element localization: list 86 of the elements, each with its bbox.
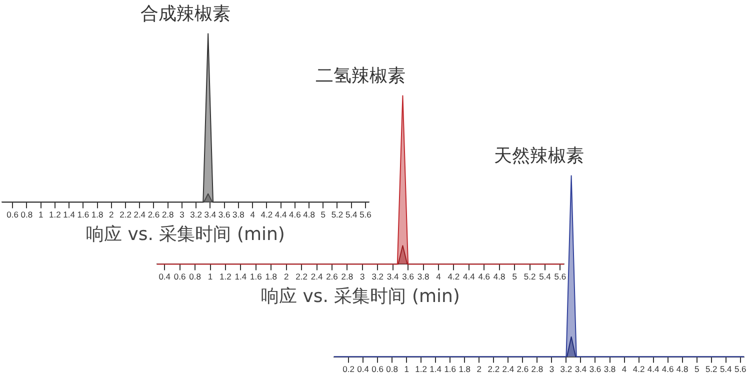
x-tick-label: 2.8: [531, 364, 544, 374]
x-tick-label: 1.4: [430, 364, 442, 374]
x-tick-label: 3: [180, 210, 185, 220]
chart-title: 二氢辣椒素: [316, 65, 406, 86]
chart-title: 合成辣椒素: [140, 3, 230, 24]
x-tick-label: 4.4: [462, 272, 476, 282]
x-tick-label: 0.4: [158, 272, 171, 282]
x-tick-label: 3.8: [604, 364, 616, 374]
x-tick-label: 1.4: [234, 272, 247, 282]
x-tick-label: 1.8: [91, 210, 104, 220]
x-tick-label: 2: [476, 364, 482, 374]
x-tick-label: 2: [109, 210, 114, 220]
x-tick-label: 0.2: [342, 364, 355, 374]
x-tick-label: 1.6: [250, 272, 262, 282]
x-tick-label: 1.2: [220, 272, 232, 282]
x-tick-label: 3: [549, 364, 554, 374]
x-tick-label: 0.6: [6, 210, 19, 220]
x-tick-label: 4.6: [662, 364, 674, 374]
x-tick-label: 5.2: [705, 364, 718, 374]
x-tick-label: 2.4: [310, 272, 323, 282]
x-tick-label: 5.6: [554, 272, 566, 282]
x-tick-label: 0.8: [386, 364, 398, 374]
x-tick-label: 5: [512, 272, 518, 282]
x-tick-label: 3.4: [574, 364, 587, 374]
x-tick-label: 5.2: [331, 210, 344, 220]
x-tick-label: 4.4: [274, 210, 287, 220]
x-axis-title: 响应 vs. 采集时间 (min): [86, 224, 285, 245]
x-tick-label: 2.4: [502, 364, 514, 374]
x-tick-label: 3.6: [589, 364, 602, 374]
x-tick-label: 2.2: [120, 210, 132, 220]
x-tick-label: 4.2: [448, 272, 460, 282]
x-tick-label: 1: [38, 210, 44, 220]
x-tick-label: 3.2: [190, 210, 202, 220]
x-tick-label: 2.6: [326, 272, 338, 282]
x-tick-label: 5.4: [720, 364, 732, 374]
x-tick-label: 1.6: [444, 364, 456, 374]
x-tick-label: 0.4: [357, 364, 370, 374]
x-tick-label: 2.8: [162, 210, 174, 220]
x-tick-label: 3.4: [204, 210, 216, 220]
x-tick-label: 2.2: [488, 364, 500, 374]
x-tick-label: 4.2: [632, 364, 645, 374]
x-tick-label: 3.8: [417, 272, 430, 282]
x-tick-label: 2.6: [148, 210, 160, 220]
x-tick-label: 4.2: [260, 210, 273, 220]
chart-title: 天然辣椒素: [494, 145, 584, 166]
x-tick-label: 2.8: [341, 272, 354, 282]
x-tick-label: 5.6: [360, 210, 372, 220]
x-tick-label: 1: [404, 364, 410, 374]
x-tick-label: 3.2: [372, 272, 384, 282]
x-tick-label: 5.6: [734, 364, 747, 374]
x-tick-label: 2.6: [516, 364, 529, 374]
x-tick-label: 0.8: [189, 272, 202, 282]
x-tick-label: 3.4: [386, 272, 400, 282]
x-tick-label: 5.4: [345, 210, 358, 220]
x-axis-title: 响应 vs. 采集时间 (min): [261, 286, 460, 307]
x-tick-label: 5: [694, 364, 700, 374]
x-tick-label: 4.4: [647, 364, 660, 374]
x-tick-label: 3.6: [402, 272, 414, 282]
x-tick-label: 4: [436, 272, 442, 282]
x-tick-label: 3.2: [560, 364, 572, 374]
x-tick-label: 0.8: [20, 210, 33, 220]
x-tick-label: 5: [320, 210, 326, 220]
x-tick-label: 4.8: [493, 272, 506, 282]
x-tick-label: 3.6: [218, 210, 230, 220]
x-tick-label: 4.8: [303, 210, 316, 220]
x-tick-label: 2.2: [296, 272, 308, 282]
x-tick-label: 1.4: [63, 210, 76, 220]
x-tick-label: 0.6: [174, 272, 186, 282]
x-tick-label: 4.6: [478, 272, 490, 282]
x-tick-label: 4.6: [288, 210, 302, 220]
x-tick-label: 1.2: [49, 210, 62, 220]
x-tick-label: 4.8: [676, 364, 688, 374]
x-tick-label: 2: [284, 272, 289, 282]
x-tick-label: 4: [622, 364, 627, 374]
x-tick-label: 1.8: [265, 272, 278, 282]
x-tick-label: 3.8: [232, 210, 245, 220]
x-tick-label: 3: [360, 272, 366, 282]
x-tick-label: 1.6: [77, 210, 90, 220]
x-tick-label: 4: [250, 210, 256, 220]
x-tick-label: 0.6: [372, 364, 384, 374]
x-tick-label: 5.2: [524, 272, 536, 282]
x-tick-label: 1.2: [415, 364, 428, 374]
x-tick-label: 1: [208, 272, 213, 282]
x-tick-label: 1.8: [458, 364, 471, 374]
x-tick-label: 5.4: [539, 272, 552, 282]
x-tick-label: 2.4: [134, 210, 146, 220]
